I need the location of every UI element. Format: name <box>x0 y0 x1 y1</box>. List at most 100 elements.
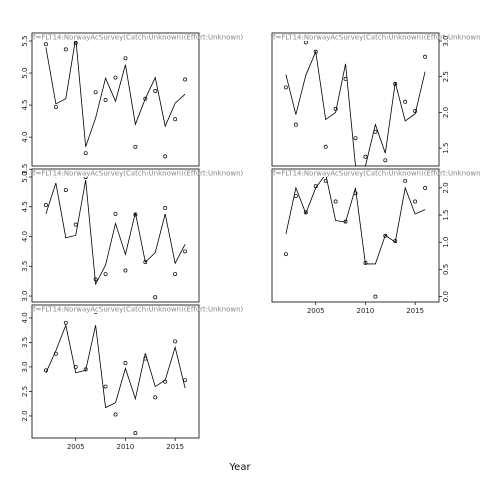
y-tick-label: 2.5 <box>442 71 450 82</box>
observed-point <box>113 211 118 216</box>
x-tick-label: 2015 <box>406 307 424 315</box>
y-tick-label: 4.5 <box>21 100 29 111</box>
observed-point <box>313 184 318 189</box>
panel-data <box>283 177 428 299</box>
observed-point <box>73 41 78 45</box>
y-tick-label: 4.5 <box>21 201 29 212</box>
fitted-line <box>45 41 186 147</box>
observed-point <box>353 191 358 196</box>
observed-point <box>93 90 98 95</box>
observed-point <box>83 177 88 179</box>
observed-point <box>403 178 408 183</box>
panel-data <box>43 41 188 159</box>
observed-point <box>383 158 388 163</box>
observed-point <box>283 85 288 90</box>
observed-point <box>103 384 108 389</box>
observed-point <box>343 219 348 224</box>
observed-point <box>353 136 358 141</box>
fitted-line <box>45 323 186 409</box>
y-tick-label: 3.5 <box>21 164 29 175</box>
observed-point <box>383 233 388 238</box>
panel-middle-right: f=FLT14:NorwayAcSurvey(Catch:Unknown)(Ef… <box>271 168 480 315</box>
y-tick-label: 0.5 <box>442 264 450 275</box>
observed-point <box>403 99 408 104</box>
panel-frame <box>271 32 440 167</box>
panel-top-left: f=FLT14:NorwayAcSurvey(Catch:Unknown)(Ef… <box>21 32 244 175</box>
observed-point <box>63 320 68 325</box>
observed-point <box>123 268 128 273</box>
observed-point <box>363 154 368 159</box>
panel-frame <box>31 168 200 303</box>
observed-point <box>53 105 58 109</box>
y-tick-label: 2.0 <box>442 107 450 118</box>
observed-point <box>183 77 188 82</box>
observed-point <box>83 367 88 372</box>
x-tick-label: 2015 <box>166 443 184 451</box>
panel-bottom-left: f=FLT14:NorwayAcSurvey(Catch:Unknown)(Ef… <box>21 304 244 451</box>
observed-point <box>93 313 98 314</box>
y-tick-label: 5.5 <box>21 35 29 46</box>
y-tick-label: 3.5 <box>21 337 29 348</box>
fitted-line <box>285 177 426 265</box>
observed-point <box>333 199 338 204</box>
observed-point <box>183 249 188 254</box>
panel-data <box>43 313 188 436</box>
observed-point <box>133 144 138 149</box>
panel-frame <box>31 32 200 167</box>
observed-point <box>53 351 58 356</box>
panel-strip-label: f=FLT14:NorwayAcSurvey(Catch:Unknown)(Ef… <box>33 170 244 178</box>
panel-frame <box>31 304 200 439</box>
observed-point <box>363 260 368 265</box>
observed-point <box>83 151 88 156</box>
observed-point <box>313 49 318 54</box>
y-tick-label: 2.0 <box>442 182 450 193</box>
observed-point <box>373 294 378 299</box>
observed-point <box>303 41 308 45</box>
y-tick-label: 2.0 <box>21 410 29 421</box>
panel-strip-label: f=FLT14:NorwayAcSurvey(Catch:Unknown)(Ef… <box>33 306 244 314</box>
y-tick-label: 0.0 <box>442 291 450 302</box>
observed-point <box>163 154 168 159</box>
panel-data <box>283 41 428 166</box>
observed-point <box>423 54 428 59</box>
observed-point <box>103 272 108 276</box>
observed-point <box>173 272 178 276</box>
observed-point <box>143 356 148 361</box>
observed-point <box>73 364 78 369</box>
observed-point <box>173 339 178 344</box>
observed-point <box>183 378 188 383</box>
observed-point <box>143 260 148 265</box>
observed-point <box>373 129 378 134</box>
fitted-line <box>285 50 426 166</box>
x-axis-title: Year <box>228 462 251 473</box>
y-tick-label: 2.5 <box>21 386 29 397</box>
observed-point <box>323 178 328 183</box>
y-tick-label: 3.0 <box>442 35 450 46</box>
x-tick-label: 2010 <box>117 443 135 451</box>
observed-point <box>173 117 178 122</box>
observed-point <box>73 222 78 227</box>
observed-point <box>123 361 128 365</box>
panels-layer: f=FLT14:NorwayAcSurvey(Catch:Unknown)(Ef… <box>21 32 480 451</box>
observed-point <box>283 252 288 257</box>
observed-point <box>43 203 48 207</box>
y-tick-label: 3.0 <box>21 361 29 372</box>
panel-data <box>43 177 188 300</box>
observed-point <box>143 96 148 101</box>
observed-point <box>333 106 338 111</box>
y-tick-label: 4.0 <box>21 312 29 323</box>
observed-point <box>303 210 308 215</box>
y-tick-label: 5.0 <box>21 67 29 78</box>
fitted-line <box>45 179 186 286</box>
observed-point <box>343 76 348 81</box>
observed-point <box>393 239 398 244</box>
observed-point <box>413 109 418 113</box>
observed-point <box>113 75 118 80</box>
observed-point <box>393 81 398 86</box>
y-tick-label: 3.5 <box>21 261 29 272</box>
observed-point <box>163 206 168 210</box>
observed-point <box>103 98 108 102</box>
x-tick-label: 2010 <box>357 307 375 315</box>
observed-point <box>123 56 128 61</box>
